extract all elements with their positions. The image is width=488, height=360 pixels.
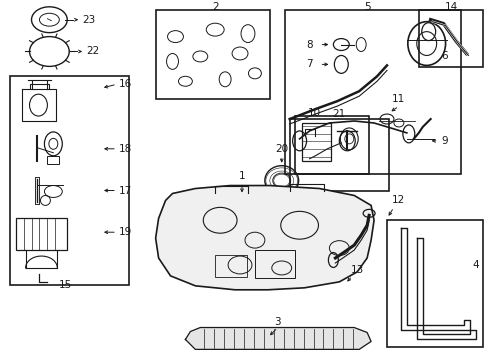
Text: 8: 8 — [305, 40, 312, 50]
Text: 12: 12 — [391, 195, 405, 206]
Text: 20: 20 — [275, 144, 288, 154]
Text: 11: 11 — [391, 94, 405, 104]
Text: 2: 2 — [211, 2, 218, 12]
Bar — [386, 220, 482, 347]
Polygon shape — [185, 328, 370, 349]
Text: 5: 5 — [363, 2, 370, 12]
Bar — [289, 119, 388, 190]
Bar — [155, 10, 269, 99]
Text: 16: 16 — [119, 79, 132, 89]
Bar — [284, 10, 461, 174]
Text: 13: 13 — [350, 265, 363, 275]
Text: 14: 14 — [444, 2, 457, 12]
Text: 22: 22 — [86, 46, 100, 57]
Bar — [418, 10, 482, 67]
Polygon shape — [155, 185, 373, 290]
Text: 19: 19 — [119, 227, 132, 237]
Text: 3: 3 — [274, 316, 281, 327]
Bar — [47, 156, 59, 164]
Bar — [10, 76, 128, 285]
Bar — [294, 116, 368, 174]
Text: 7: 7 — [305, 59, 312, 69]
Text: 23: 23 — [82, 15, 96, 25]
Bar — [254, 250, 294, 278]
Text: 6: 6 — [440, 51, 447, 62]
Text: 1: 1 — [238, 171, 245, 181]
Text: 10: 10 — [307, 108, 321, 118]
Text: 4: 4 — [472, 260, 478, 270]
Bar — [215, 255, 246, 277]
Bar — [301, 123, 331, 161]
Text: 17: 17 — [119, 185, 132, 195]
Text: 15: 15 — [59, 280, 72, 290]
Text: 18: 18 — [119, 144, 132, 154]
Text: 9: 9 — [440, 136, 447, 146]
Bar — [16, 218, 67, 250]
Text: 21: 21 — [332, 109, 345, 119]
